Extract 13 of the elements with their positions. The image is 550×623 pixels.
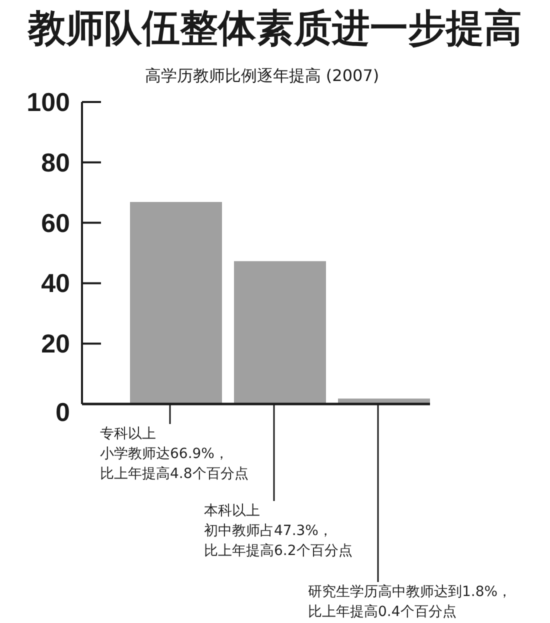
bar	[130, 202, 222, 404]
bar	[234, 261, 326, 404]
y-tick-label: 60	[41, 208, 70, 238]
chart-title: 教师队伍整体素质进一步提高	[27, 6, 522, 50]
text: 本科以上初中教师占47.3%，比上年提高6.2个百分点	[204, 503, 352, 559]
text: 专科以上小学教师达66.9%，比上年提高4.8个百分点	[100, 426, 248, 482]
y-tick-label: 100	[26, 87, 70, 117]
y-tick-label: 80	[41, 147, 70, 178]
text: 研究生学历高中教师达到1.8%，比上年提高0.4个百分点	[308, 584, 512, 620]
y-tick-label: 0	[56, 397, 70, 427]
y-tick-label: 40	[41, 268, 70, 298]
y-tick-label: 20	[41, 328, 70, 359]
chart-subtitle: 高学历教师比例逐年提高 (2007)	[144, 66, 380, 85]
